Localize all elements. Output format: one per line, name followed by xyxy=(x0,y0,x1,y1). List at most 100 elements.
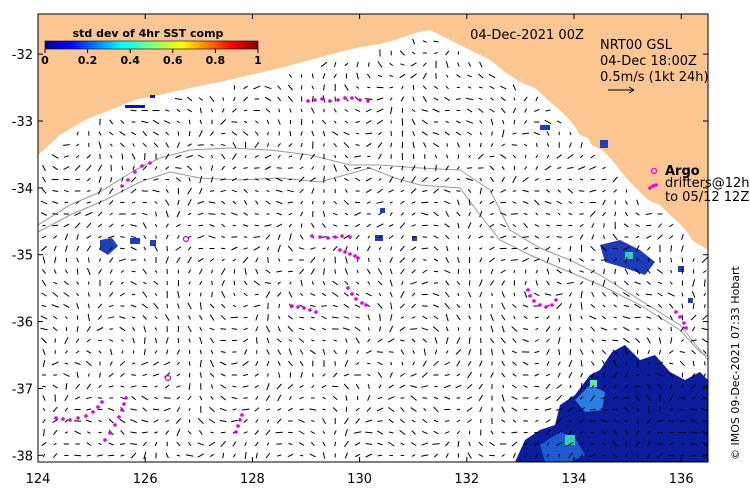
current-vector xyxy=(580,327,584,331)
current-vector xyxy=(85,212,93,216)
current-vector xyxy=(211,280,213,286)
current-vector xyxy=(443,384,451,389)
drifter-point xyxy=(340,234,344,238)
current-vector xyxy=(365,350,372,354)
current-vector xyxy=(311,188,315,194)
current-vector xyxy=(546,315,550,320)
current-vector xyxy=(176,396,181,400)
current-vector xyxy=(220,178,227,181)
current-vector xyxy=(86,154,92,159)
plot-frame xyxy=(37,13,709,463)
current-vector xyxy=(569,349,572,355)
current-vector xyxy=(85,164,92,172)
current-vector xyxy=(299,454,304,457)
current-vector xyxy=(388,406,395,413)
x-axis: 124 126 128 130 132 134 136 xyxy=(26,14,694,487)
drifter-tracks xyxy=(54,96,688,442)
current-vector xyxy=(501,280,506,286)
current-vectors xyxy=(40,38,708,460)
current-vector xyxy=(199,372,202,378)
current-vector xyxy=(478,97,483,101)
current-vector xyxy=(489,200,495,205)
current-vector xyxy=(545,373,551,377)
current-vector xyxy=(387,338,395,343)
current-vector xyxy=(602,304,606,308)
current-vector xyxy=(209,359,215,368)
current-vector xyxy=(197,442,205,446)
current-vector xyxy=(702,419,708,423)
current-vector xyxy=(130,419,138,423)
current-vector xyxy=(300,108,303,113)
current-vector xyxy=(433,246,439,251)
current-vector xyxy=(455,131,462,136)
current-vector xyxy=(85,419,92,423)
current-vector xyxy=(42,224,46,227)
current-vector xyxy=(365,431,373,434)
current-vector xyxy=(445,337,449,344)
current-vector xyxy=(479,120,483,124)
current-vector xyxy=(479,187,482,195)
current-vector xyxy=(535,212,539,216)
current-vector xyxy=(52,406,58,413)
current-vector xyxy=(512,132,517,135)
current-vector xyxy=(669,372,674,378)
current-vector xyxy=(154,269,158,274)
current-vector xyxy=(52,291,59,298)
current-vector xyxy=(367,373,371,377)
current-vector xyxy=(367,395,371,401)
current-vector xyxy=(421,224,428,227)
current-vector xyxy=(546,224,550,227)
current-vector xyxy=(479,223,483,228)
current-vector xyxy=(411,201,416,204)
current-vector xyxy=(479,131,482,136)
current-vector xyxy=(165,210,169,218)
current-vector xyxy=(241,408,250,411)
current-vector xyxy=(108,316,115,319)
current-vector xyxy=(131,316,136,319)
current-vector xyxy=(208,418,216,424)
current-vector xyxy=(389,325,394,333)
current-vector xyxy=(164,384,170,389)
current-vector xyxy=(421,201,429,204)
current-vector xyxy=(456,142,460,148)
argo-float-marker xyxy=(182,235,190,243)
current-vector xyxy=(624,429,629,436)
current-vector xyxy=(51,361,59,366)
current-vector xyxy=(634,268,641,275)
current-vector xyxy=(354,442,361,446)
current-vector xyxy=(456,430,460,435)
current-vector xyxy=(266,190,270,192)
current-vector xyxy=(164,314,170,321)
current-vector xyxy=(332,304,338,308)
current-vector xyxy=(535,269,538,274)
current-vector xyxy=(602,166,606,170)
current-vector xyxy=(108,442,114,446)
current-vector xyxy=(64,350,68,354)
current-vector xyxy=(377,188,383,194)
current-vector xyxy=(489,108,495,113)
current-vector xyxy=(658,337,662,344)
current-vector xyxy=(152,408,160,411)
current-vector xyxy=(558,257,561,263)
current-vector xyxy=(388,224,394,227)
current-vector xyxy=(389,201,393,204)
current-vector xyxy=(388,351,394,353)
current-vector xyxy=(87,190,91,192)
x-tick-label: 128 xyxy=(240,472,265,487)
current-vector xyxy=(209,190,215,192)
current-vector xyxy=(378,326,382,332)
drifter-point xyxy=(538,303,542,307)
current-vector xyxy=(456,314,461,321)
current-vector xyxy=(614,281,617,285)
current-vector xyxy=(76,143,80,147)
drifter-point xyxy=(350,96,354,100)
current-vector xyxy=(53,245,57,252)
current-vector xyxy=(703,292,707,297)
current-vector xyxy=(85,360,92,367)
current-vector xyxy=(411,224,416,227)
current-vector xyxy=(343,440,349,448)
current-vector xyxy=(534,373,540,377)
current-vector xyxy=(130,109,137,112)
current-vector xyxy=(209,303,215,309)
